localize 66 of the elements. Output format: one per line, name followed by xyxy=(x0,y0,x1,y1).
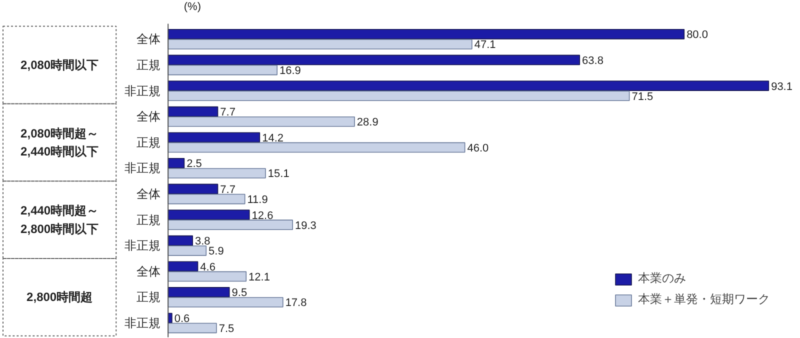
bar xyxy=(168,54,580,66)
x-axis-title: (%) xyxy=(184,0,202,13)
text: 2,800時間超 xyxy=(26,290,93,304)
data-label: 16.9 xyxy=(280,65,301,78)
bar xyxy=(168,322,217,334)
y-tick-label: 全体 xyxy=(136,264,160,278)
data-label: 12.6 xyxy=(252,210,274,222)
y-tick-label: 非正規 xyxy=(124,316,160,330)
y-tick-label: 非正規 xyxy=(124,238,160,253)
data-label: 14.2 xyxy=(262,132,284,144)
bar xyxy=(168,80,770,91)
bar xyxy=(168,168,266,178)
bar xyxy=(168,90,630,102)
bar xyxy=(168,64,278,76)
bar xyxy=(168,220,293,230)
y-tick-label: 全体 xyxy=(136,32,160,46)
data-label: 15.1 xyxy=(268,168,290,180)
data-label: 4.6 xyxy=(200,261,216,274)
data-label: 11.9 xyxy=(247,194,268,206)
bar xyxy=(168,132,260,143)
legend-label: 本業のみ xyxy=(638,270,686,287)
bar xyxy=(168,245,207,256)
bar xyxy=(168,210,250,220)
y-tick-label: 全体 xyxy=(136,187,160,202)
bar xyxy=(168,261,198,272)
legend-label: 本業＋単発・短期ワーク xyxy=(638,291,770,308)
y-tick-label: 非正規 xyxy=(124,84,160,98)
data-label: 5.9 xyxy=(208,246,224,258)
bar xyxy=(168,297,284,308)
y-tick-label: 全体 xyxy=(136,110,160,124)
bar xyxy=(168,271,247,282)
data-label: 46.0 xyxy=(467,142,489,154)
text: 2,080時間超～ 2,440時間以下 xyxy=(20,126,99,159)
data-label: 80.0 xyxy=(686,29,708,42)
bar xyxy=(168,29,685,40)
text: 2,440時間超～ 2,800時間以下 xyxy=(20,204,99,236)
data-label: 47.1 xyxy=(474,39,496,52)
data-label: 7.5 xyxy=(218,323,234,336)
bar xyxy=(168,39,472,50)
y-tick-label: 正規 xyxy=(136,212,160,227)
data-label: 9.5 xyxy=(232,287,248,300)
data-label: 7.7 xyxy=(220,106,236,119)
data-label: 7.7 xyxy=(220,184,236,196)
data-label: 28.9 xyxy=(356,116,378,129)
data-label: 93.1 xyxy=(771,80,792,93)
bar xyxy=(168,184,218,194)
bar xyxy=(168,106,218,117)
bar xyxy=(168,158,185,168)
data-label: 19.3 xyxy=(294,220,316,232)
y-tick-label: 非正規 xyxy=(124,161,160,176)
bar xyxy=(168,142,466,153)
data-label: 12.1 xyxy=(248,271,270,284)
bar xyxy=(168,116,355,127)
data-label: 63.8 xyxy=(582,54,604,67)
bar xyxy=(168,287,230,298)
data-label: 3.8 xyxy=(195,236,210,248)
text: 2,080時間以下 xyxy=(20,58,99,72)
y-tick-label: 正規 xyxy=(136,135,160,150)
data-label: 0.6 xyxy=(174,312,190,325)
bar xyxy=(168,194,246,204)
y-tick-label: 正規 xyxy=(136,290,160,304)
data-label: 2.5 xyxy=(186,158,202,170)
y-tick-label: 正規 xyxy=(136,58,160,72)
bar xyxy=(168,235,193,246)
data-label: 71.5 xyxy=(632,90,654,103)
data-label: 17.8 xyxy=(285,297,307,310)
